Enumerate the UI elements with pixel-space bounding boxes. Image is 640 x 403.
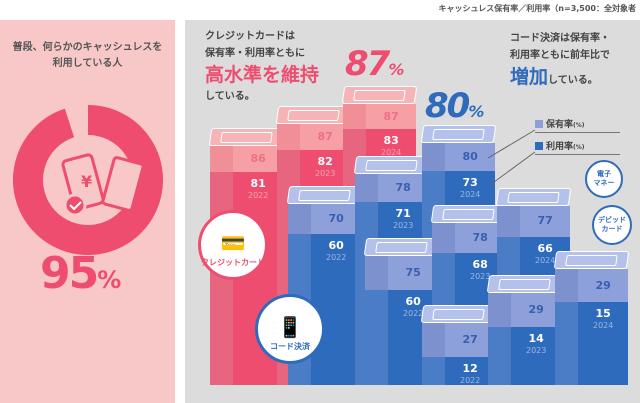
donut-arc xyxy=(13,105,163,255)
usage-swatch xyxy=(535,142,543,150)
overall-usage-panel: 普段、何らかのキャッシュレスを 利用している人 ¥ 95% xyxy=(0,20,175,403)
usage-label: 81 xyxy=(250,177,266,190)
year-label: 2023 xyxy=(393,220,414,230)
holding-bar: 86 xyxy=(210,146,283,172)
usage-donut: ¥ xyxy=(13,105,163,255)
holding-bar: 29 xyxy=(555,269,628,303)
year-label: 2023 xyxy=(470,272,491,281)
chart-caption: キャッシュレス保有率／利用率（n=3,500：全対象者 xyxy=(438,4,636,13)
holding-bar: 77 xyxy=(497,206,570,237)
holding-bar: 27 xyxy=(422,323,495,357)
holding-label: 86 xyxy=(250,152,266,165)
credit-big-value: 87% xyxy=(345,44,404,84)
usage-label: 68 xyxy=(472,258,488,271)
usage-label: 12 xyxy=(462,362,478,375)
overall-usage-title: 普段、何らかのキャッシュレスを 利用している人 xyxy=(0,40,175,72)
credit-line-3: している。 xyxy=(205,91,255,102)
year-label: 2022 xyxy=(326,253,347,262)
qr-phone-icon: 📱 xyxy=(277,315,303,339)
holding-bar: 78 xyxy=(432,223,505,253)
usage-label: 15 xyxy=(595,307,611,321)
year-label: 2022 xyxy=(460,376,481,385)
code-line-1: コード決済は保有率・ xyxy=(510,33,610,44)
credit-line-2: 保有率・利用率ともに xyxy=(205,48,305,59)
year-label: 2023 xyxy=(526,346,547,355)
debit-bubble: デビッド カード xyxy=(592,205,632,245)
usage-label: 82 xyxy=(317,155,333,168)
holding-label: 87 xyxy=(317,130,333,143)
usage-label: 66 xyxy=(537,241,553,255)
holding-label: 78 xyxy=(472,231,488,244)
year-label: 2023 xyxy=(315,169,336,178)
usage-label: 60 xyxy=(328,239,344,252)
legend-holding: 保有率(%) xyxy=(535,117,620,133)
code-line-3: している。 xyxy=(548,75,598,86)
code-line-2: 利用率ともに前年比で xyxy=(510,50,610,61)
holding-swatch xyxy=(535,120,543,128)
overall-usage-value: 95% xyxy=(40,248,121,299)
usage-label: 14 xyxy=(528,332,544,345)
holding-bar: 80 xyxy=(422,143,495,171)
year-label: 2024 xyxy=(381,148,402,158)
holding-bar: 70 xyxy=(288,204,361,234)
holding-bar: 29 xyxy=(488,293,561,327)
year-label: 2022 xyxy=(248,191,269,200)
year-label: 2024 xyxy=(460,189,481,199)
holding-bar: 75 xyxy=(365,256,438,290)
holding-bar: 87 xyxy=(343,104,416,130)
usage-bar: 12 2022 xyxy=(422,357,495,385)
credit-summary: クレジットカードは 保有率・利用率ともに 高水準を維持 している。 xyxy=(205,28,319,105)
holding-bar: 78 xyxy=(355,174,428,202)
usage-bar: 14 2023 xyxy=(488,327,561,385)
holding-label: 27 xyxy=(462,333,478,346)
title-line-2: 利用している人 xyxy=(52,58,123,69)
holding-label: 29 xyxy=(595,278,611,292)
credit-line-1: クレジットカードは xyxy=(205,31,295,42)
debit-card-column-2024: 29 15 2024 xyxy=(553,251,630,385)
debit-card-column-2023: 29 14 2023 xyxy=(486,275,563,385)
holding-label: 29 xyxy=(528,303,544,316)
holding-label: 70 xyxy=(328,212,344,225)
holding-label: 87 xyxy=(383,109,399,123)
holding-label: 75 xyxy=(405,266,421,279)
credit-card-bubble: 💳 クレジットカード xyxy=(198,210,268,280)
holding-bar: 87 xyxy=(277,124,350,150)
code-summary: コード決済は保有率・ 利用率ともに前年比で 増加している。 xyxy=(510,30,610,90)
credit-highlight: 高水準を維持 xyxy=(205,64,320,86)
phone-yen-card-check-icon: ¥ xyxy=(61,153,145,217)
code-big-value: 80% xyxy=(425,86,484,126)
holding-label: 77 xyxy=(537,214,553,228)
holding-label: 78 xyxy=(395,180,411,194)
emoney-bubble: 電子 マネー xyxy=(585,160,623,198)
usage-label: 83 xyxy=(383,134,399,148)
usage-label: 71 xyxy=(395,206,411,220)
svg-text:¥: ¥ xyxy=(81,172,92,191)
emoney-column-2022: 75 60 2022 xyxy=(363,238,440,385)
usage-bar: 15 2024 xyxy=(555,302,628,385)
legend-usage: 利用率(%) xyxy=(535,139,620,155)
code-payment-bubble: 📱 コード決済 xyxy=(255,294,325,364)
debit-card-column-2022: 27 12 2022 xyxy=(420,305,497,385)
holding-label: 80 xyxy=(462,149,478,163)
year-label: 2022 xyxy=(403,309,424,318)
usage-label: 60 xyxy=(405,295,421,308)
title-line-1: 普段、何らかのキャッシュレスを xyxy=(12,42,163,53)
year-label: 2024 xyxy=(535,255,556,265)
credit-card-hand-icon: 💳 xyxy=(220,231,246,255)
year-label: 2024 xyxy=(593,321,614,331)
code-highlight: 増加 xyxy=(510,66,549,88)
usage-label: 73 xyxy=(462,175,478,189)
